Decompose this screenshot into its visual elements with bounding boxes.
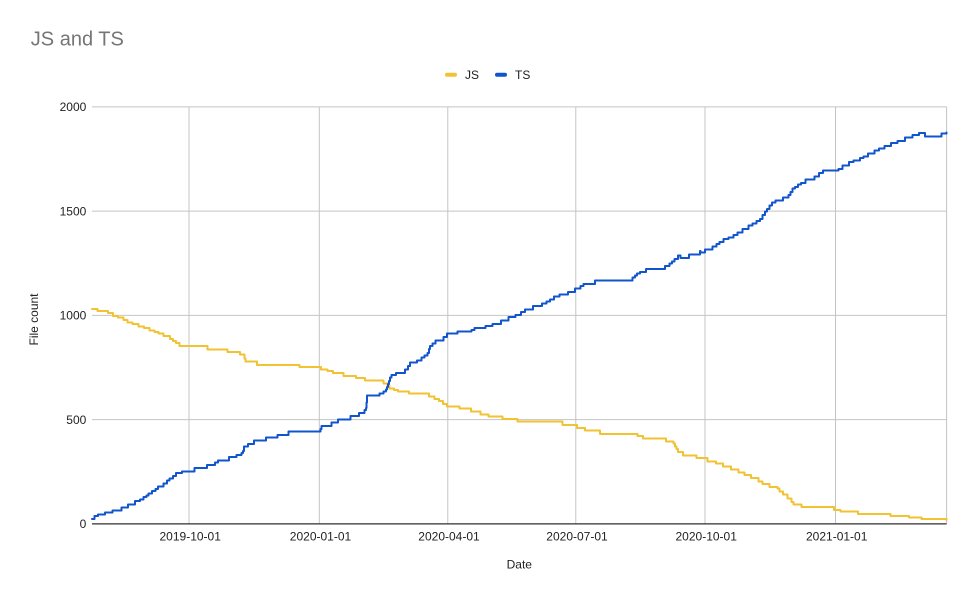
svg-text:2020-01-01: 2020-01-01 — [290, 530, 352, 544]
svg-text:500: 500 — [66, 413, 86, 427]
svg-text:Date: Date — [507, 558, 533, 572]
svg-text:1500: 1500 — [60, 204, 87, 218]
svg-text:2020-07-01: 2020-07-01 — [546, 530, 608, 544]
svg-text:1000: 1000 — [60, 309, 87, 323]
svg-text:File count: File count — [27, 293, 41, 346]
svg-text:0: 0 — [80, 517, 87, 531]
svg-text:2019-10-01: 2019-10-01 — [160, 530, 222, 544]
svg-text:2020-04-01: 2020-04-01 — [418, 530, 480, 544]
svg-text:JS: JS — [465, 68, 479, 82]
svg-text:JS and TS: JS and TS — [31, 28, 124, 50]
svg-text:2021-01-01: 2021-01-01 — [806, 530, 868, 544]
svg-text:TS: TS — [515, 68, 530, 82]
svg-text:2000: 2000 — [60, 100, 87, 114]
svg-text:2020-10-01: 2020-10-01 — [676, 530, 738, 544]
